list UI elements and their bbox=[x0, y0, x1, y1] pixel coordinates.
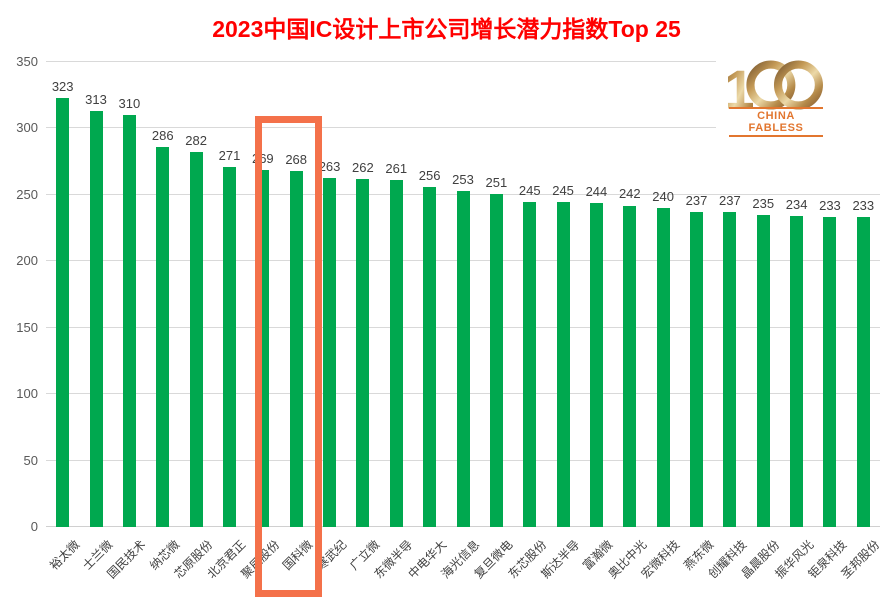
logo-text: CHINA FABLESS bbox=[729, 107, 823, 137]
value-label: 310 bbox=[118, 96, 141, 112]
bar-振华风光 bbox=[790, 216, 804, 527]
bar-创耀科技 bbox=[723, 212, 737, 527]
value-label: 262 bbox=[352, 159, 374, 175]
bar-复旦微电 bbox=[489, 193, 503, 527]
y-tick-label: 100 bbox=[16, 386, 38, 402]
china-fabless-logo: 1 CHINA FABLESS bbox=[716, 58, 882, 137]
bar-富瀚微 bbox=[589, 202, 603, 527]
value-label: 271 bbox=[218, 147, 241, 163]
bar-宏微科技 bbox=[656, 208, 670, 527]
bar-寒武纪 bbox=[323, 177, 337, 527]
y-tick-label: 350 bbox=[16, 54, 38, 69]
value-label: 286 bbox=[151, 128, 174, 144]
logo-100-icon: 1 bbox=[728, 59, 823, 110]
bar-广立微 bbox=[356, 178, 370, 527]
bar-斯达半导 bbox=[556, 201, 570, 527]
logo-zero-right-icon bbox=[773, 60, 823, 110]
value-label: 251 bbox=[485, 174, 508, 190]
value-label: 244 bbox=[585, 183, 608, 199]
bar-纳芯微 bbox=[156, 147, 170, 527]
y-tick-label: 300 bbox=[16, 120, 38, 136]
highlight-box bbox=[255, 116, 323, 597]
y-tick-label: 150 bbox=[16, 319, 38, 335]
bar-海光信息 bbox=[456, 190, 470, 527]
value-label: 263 bbox=[318, 158, 341, 174]
bar-芯原股份 bbox=[189, 152, 203, 527]
value-label: 253 bbox=[452, 171, 474, 187]
gridline-350 bbox=[46, 61, 880, 62]
bar-北京君正 bbox=[222, 166, 236, 527]
bar-晶晨股份 bbox=[756, 214, 770, 527]
value-label: 233 bbox=[819, 198, 841, 214]
value-label: 240 bbox=[652, 189, 674, 205]
bar-钜泉科技 bbox=[823, 217, 837, 527]
value-label: 234 bbox=[785, 197, 808, 213]
logo-inner: 1 CHINA FABLESS bbox=[728, 58, 824, 137]
value-label: 237 bbox=[719, 193, 741, 209]
value-label: 313 bbox=[85, 92, 107, 108]
gridline-300 bbox=[46, 127, 880, 129]
y-tick-label: 0 bbox=[30, 519, 38, 534]
bar-中电华大 bbox=[423, 186, 437, 527]
value-label: 245 bbox=[518, 182, 541, 198]
value-label: 242 bbox=[618, 186, 641, 202]
value-label: 245 bbox=[552, 182, 574, 198]
value-label: 235 bbox=[752, 195, 775, 211]
y-tick-label: 50 bbox=[23, 452, 38, 468]
bar-圣邦股份 bbox=[856, 217, 870, 527]
value-label: 233 bbox=[852, 198, 875, 214]
bar-东芯股份 bbox=[523, 201, 537, 527]
value-label: 237 bbox=[685, 193, 708, 209]
bar-裕太微 bbox=[56, 97, 70, 527]
plot-area: 323 313 310 286 282 271 269 268 263 262 261 256 253 2… bbox=[46, 61, 880, 527]
bar-燕东微 bbox=[690, 212, 704, 527]
bar-东微半导 bbox=[389, 180, 403, 527]
chart-title: 2023中国IC设计上市公司增长潜力指数Top 25 bbox=[212, 16, 681, 42]
y-tick-label: 250 bbox=[16, 186, 38, 202]
bar-士兰微 bbox=[89, 111, 103, 527]
value-label: 282 bbox=[185, 133, 207, 149]
value-label: 323 bbox=[51, 78, 74, 94]
bar-国民技术 bbox=[122, 115, 136, 527]
bar-奥比中光 bbox=[623, 205, 637, 527]
logo-zero-left-icon bbox=[746, 60, 796, 110]
y-tick-label: 200 bbox=[16, 253, 38, 269]
bar-国科微 bbox=[289, 170, 303, 527]
value-label: 268 bbox=[285, 151, 308, 167]
value-label: 256 bbox=[418, 167, 441, 183]
value-label: 261 bbox=[385, 161, 408, 177]
